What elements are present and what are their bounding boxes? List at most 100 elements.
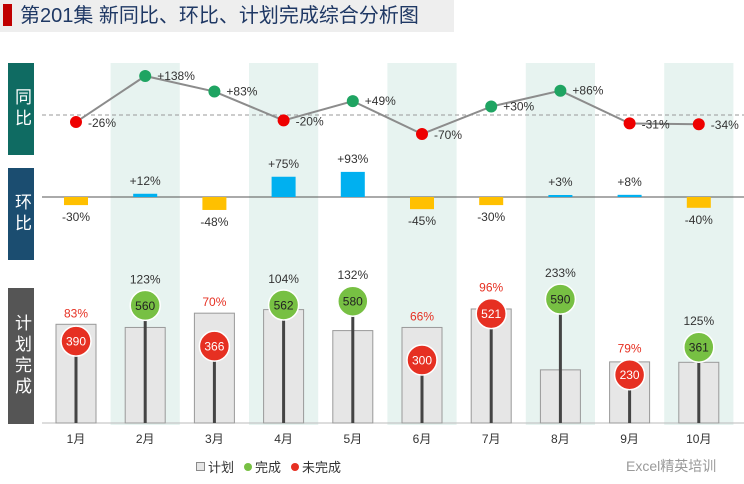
page-title: 第201集 新同比、环比、计划完成综合分析图 [20,5,419,27]
rate-label-3: 70% [202,295,226,309]
x-tick-label-9: 9月 [620,432,639,446]
section-label-plan: 计划完成 [8,288,34,424]
yoy-label-7: +30% [503,100,534,114]
rate-label-10: 125% [683,314,714,328]
legend-undone-label: 未完成 [302,460,342,475]
mom-label-8: +3% [548,175,573,189]
legend-item-done: 完成 [244,457,281,476]
section-label-yoy-text: 同比 [12,88,31,130]
mom-bar-1 [64,197,88,206]
yoy-label-2: +138% [157,69,195,83]
rate-label-5: 132% [337,268,368,282]
header-accent-mark [3,4,12,26]
x-tick-label-10: 10月 [686,432,711,446]
rate-label-1: 83% [64,306,88,320]
legend: 计划 完成 未完成 [196,457,341,476]
mom-bar-9 [617,194,642,197]
x-tick-label-1: 1月 [67,432,86,446]
yoy-point-8 [554,84,567,97]
mom-bar-7 [479,197,504,206]
section-label-mom-text: 环比 [12,193,31,235]
yoy-point-3 [208,85,221,98]
done-marker-1 [60,325,92,357]
done-marker-2 [129,289,161,322]
rate-label-6: 66% [410,309,434,323]
x-tick-label-3: 3月 [205,432,224,446]
mom-label-10: -40% [685,213,713,227]
yoy-label-4: -20% [296,114,324,128]
yoy-point-4 [277,114,290,127]
legend-plan-label: 计划 [208,460,235,475]
yoy-point-5 [346,95,359,108]
mom-bar-3 [202,197,227,210]
x-tick-label-8: 8月 [551,432,570,446]
x-tick-label-2: 2月 [136,432,155,446]
yoy-label-10: -34% [711,118,739,132]
yoy-label-5: +49% [365,94,396,108]
yoy-label-8: +86% [572,84,603,98]
done-value-2: 560 [135,299,155,313]
done-value-8: 590 [550,293,570,307]
done-marker-3 [198,330,231,362]
yoy-label-3: +83% [226,85,257,99]
legend-plan-swatch [196,462,205,471]
done-value-9: 230 [620,368,640,382]
rate-label-2: 123% [130,272,161,286]
done-value-4: 562 [274,298,294,312]
mom-label-5: +93% [337,152,368,166]
legend-item-undone: 未完成 [291,457,341,476]
section-label-mom: 环比 [8,168,34,260]
done-value-1: 390 [66,335,86,349]
done-value-3: 366 [204,340,224,354]
yoy-label-6: -70% [434,128,462,142]
mom-bar-10 [686,197,711,208]
yoy-label-1: -26% [88,116,116,130]
mom-label-4: +75% [268,157,299,171]
legend-undone-swatch [291,462,300,471]
legend-done-swatch [244,462,253,471]
x-tick-label-6: 6月 [413,432,432,446]
rate-label-9: 79% [618,342,642,356]
watermark: Excel精英培训 [626,458,717,474]
section-label-plan-text: 计划完成 [12,314,31,398]
mom-label-1: -30% [62,210,90,224]
yoy-label-9: -31% [642,117,670,131]
done-value-5: 580 [343,295,363,309]
legend-done-label: 完成 [255,460,282,475]
done-marker-9 [613,358,646,391]
done-value-6: 300 [412,354,432,368]
yoy-point-2 [139,70,152,82]
mom-label-7: -30% [477,210,505,224]
done-marker-6 [406,344,438,376]
section-label-yoy: 同比 [8,63,34,155]
yoy-point-7 [485,100,498,113]
mom-label-2: +12% [130,174,161,188]
mom-bar-5 [340,171,365,197]
mom-bar-2 [133,193,158,197]
yoy-point-10 [692,118,705,131]
done-marker-10 [683,331,715,363]
yoy-point-1 [70,116,82,129]
done-marker-4 [267,289,300,321]
done-value-7: 521 [481,307,501,321]
legend-item-plan: 计划 [196,457,234,476]
yoy-series-line [75,74,699,136]
mom-bar-4 [271,176,296,197]
yoy-point-9 [623,117,636,130]
yoy-point-6 [416,128,428,140]
mom-bar-6 [410,197,434,210]
mom-bar-8 [548,195,573,197]
mom-label-3: -48% [200,215,228,229]
rate-label-7: 96% [479,281,503,295]
x-tick-label-7: 7月 [482,432,501,446]
rate-label-4: 104% [268,272,299,286]
done-marker-7 [475,297,507,330]
mom-label-6: -45% [408,214,436,228]
x-tick-label-5: 5月 [343,432,362,446]
rate-label-8: 233% [545,266,576,280]
done-marker-8 [544,283,577,315]
header-bar: 第201集 新同比、环比、计划完成综合分析图 [0,0,454,32]
done-value-10: 361 [689,341,709,355]
done-marker-5 [337,285,369,317]
